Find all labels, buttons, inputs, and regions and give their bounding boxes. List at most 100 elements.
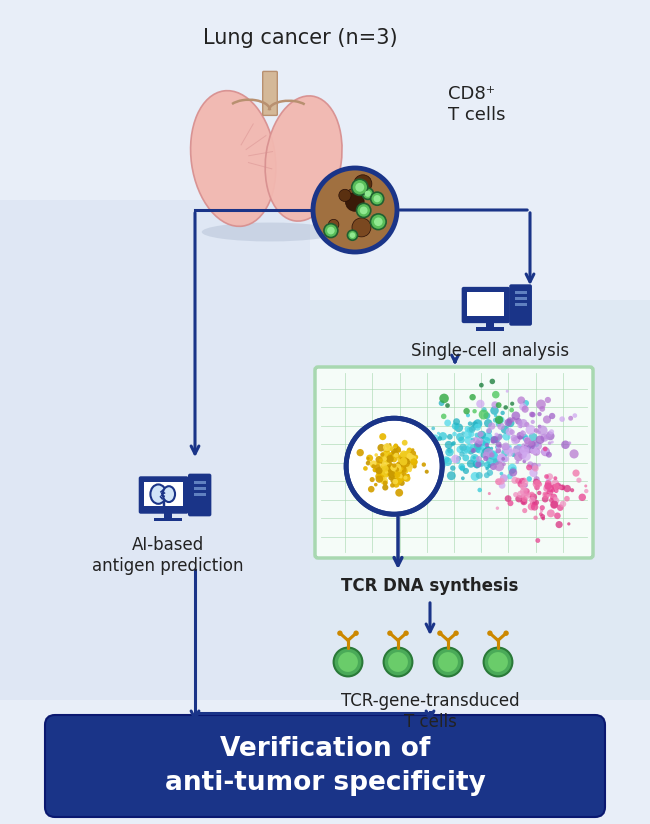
Circle shape xyxy=(398,456,404,461)
Circle shape xyxy=(452,423,459,430)
Circle shape xyxy=(495,433,499,437)
Circle shape xyxy=(395,478,401,485)
Circle shape xyxy=(398,473,404,479)
Circle shape xyxy=(395,466,398,470)
Circle shape xyxy=(534,476,540,482)
Circle shape xyxy=(547,494,550,497)
Circle shape xyxy=(538,424,541,428)
Circle shape xyxy=(556,484,562,489)
Circle shape xyxy=(545,397,551,403)
FancyBboxPatch shape xyxy=(263,72,278,115)
Circle shape xyxy=(379,470,387,477)
Circle shape xyxy=(474,462,480,469)
Circle shape xyxy=(385,471,388,474)
Circle shape xyxy=(346,419,442,514)
Circle shape xyxy=(393,444,398,450)
Circle shape xyxy=(384,481,389,486)
Circle shape xyxy=(385,456,389,460)
Circle shape xyxy=(478,488,482,492)
Circle shape xyxy=(528,433,538,442)
Circle shape xyxy=(432,441,437,445)
Circle shape xyxy=(399,456,405,461)
Circle shape xyxy=(411,456,413,459)
Circle shape xyxy=(506,428,514,436)
Circle shape xyxy=(383,443,391,451)
Circle shape xyxy=(381,475,385,480)
Circle shape xyxy=(517,490,525,498)
Circle shape xyxy=(389,468,396,475)
Circle shape xyxy=(401,453,406,457)
Circle shape xyxy=(398,455,402,459)
Circle shape xyxy=(404,450,412,458)
Bar xyxy=(486,321,494,327)
Circle shape xyxy=(462,454,469,461)
Circle shape xyxy=(495,448,501,453)
Circle shape xyxy=(502,433,510,441)
Circle shape xyxy=(397,454,404,461)
Circle shape xyxy=(496,402,502,408)
Circle shape xyxy=(338,652,358,672)
Circle shape xyxy=(401,454,404,458)
Circle shape xyxy=(554,483,562,489)
Circle shape xyxy=(406,474,410,477)
Circle shape xyxy=(447,434,453,440)
Circle shape xyxy=(392,471,400,478)
Circle shape xyxy=(377,483,380,486)
Circle shape xyxy=(489,450,497,459)
Circle shape xyxy=(445,403,450,408)
Circle shape xyxy=(495,445,499,449)
Circle shape xyxy=(401,461,408,467)
Circle shape xyxy=(379,491,383,494)
Circle shape xyxy=(570,488,574,492)
Circle shape xyxy=(514,446,517,449)
Circle shape xyxy=(339,190,351,202)
Ellipse shape xyxy=(202,222,338,241)
Circle shape xyxy=(400,467,404,471)
Circle shape xyxy=(521,496,527,502)
Circle shape xyxy=(394,452,398,457)
Circle shape xyxy=(545,480,551,487)
Circle shape xyxy=(439,432,447,440)
Circle shape xyxy=(382,461,389,468)
Circle shape xyxy=(474,442,482,450)
Circle shape xyxy=(381,457,386,463)
Circle shape xyxy=(384,473,387,476)
Circle shape xyxy=(530,450,534,454)
Circle shape xyxy=(439,394,449,403)
Circle shape xyxy=(479,463,482,466)
Circle shape xyxy=(473,419,482,428)
Circle shape xyxy=(551,489,555,493)
Circle shape xyxy=(376,460,382,466)
Circle shape xyxy=(521,430,524,433)
Circle shape xyxy=(471,438,475,442)
Circle shape xyxy=(402,468,407,473)
Circle shape xyxy=(536,435,545,444)
Circle shape xyxy=(402,452,410,459)
Circle shape xyxy=(520,431,526,437)
Circle shape xyxy=(347,230,358,241)
Circle shape xyxy=(529,497,536,503)
Circle shape xyxy=(396,469,404,477)
Circle shape xyxy=(543,488,547,491)
Circle shape xyxy=(392,472,396,477)
Circle shape xyxy=(485,446,490,452)
Circle shape xyxy=(393,480,400,488)
Circle shape xyxy=(407,451,413,457)
Circle shape xyxy=(517,396,525,405)
Circle shape xyxy=(523,460,526,463)
Circle shape xyxy=(556,521,563,528)
Circle shape xyxy=(536,538,540,543)
Circle shape xyxy=(396,461,403,468)
Circle shape xyxy=(390,451,397,458)
Circle shape xyxy=(485,442,489,447)
Circle shape xyxy=(554,513,561,519)
Circle shape xyxy=(384,459,391,466)
Circle shape xyxy=(495,415,503,424)
Circle shape xyxy=(552,485,557,489)
Circle shape xyxy=(456,446,463,453)
Circle shape xyxy=(356,449,364,456)
Circle shape xyxy=(391,456,397,462)
Circle shape xyxy=(379,467,385,474)
Circle shape xyxy=(531,445,534,449)
Circle shape xyxy=(385,465,393,472)
